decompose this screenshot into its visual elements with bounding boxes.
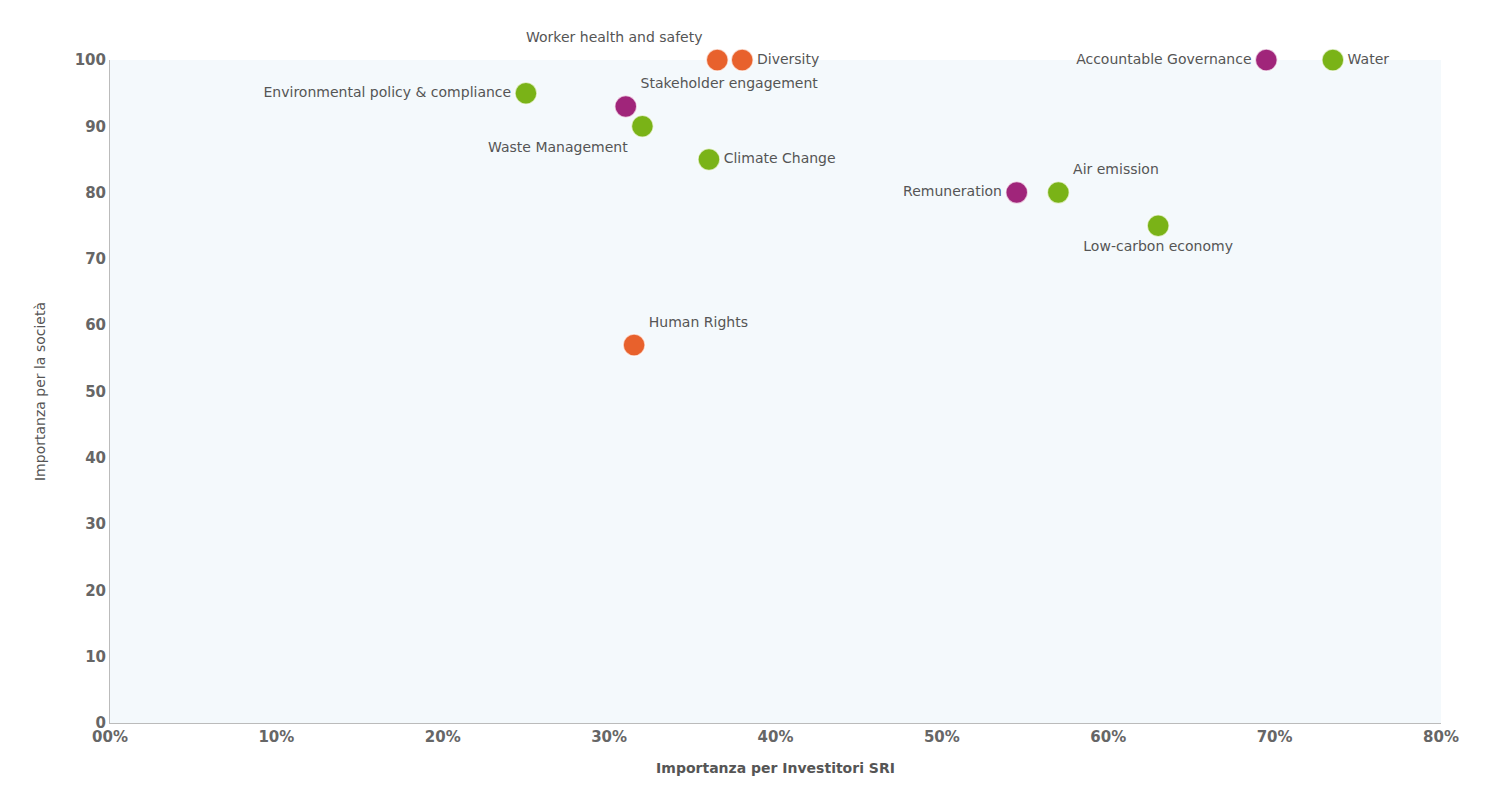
svg-text:50%: 50% — [924, 728, 960, 746]
svg-text:10%: 10% — [258, 728, 294, 746]
svg-text:80%: 80% — [1423, 728, 1459, 746]
svg-text:80: 80 — [85, 184, 106, 202]
svg-text:70%: 70% — [1257, 728, 1293, 746]
svg-text:20%: 20% — [425, 728, 461, 746]
svg-text:100: 100 — [75, 51, 106, 69]
svg-text:Remuneration: Remuneration — [903, 183, 1002, 199]
svg-text:50: 50 — [85, 383, 106, 401]
svg-text:20: 20 — [85, 582, 106, 600]
svg-text:Climate Change: Climate Change — [724, 150, 836, 166]
svg-text:Human Rights: Human Rights — [649, 314, 748, 330]
svg-text:60: 60 — [85, 316, 106, 334]
svg-text:Low-carbon economy: Low-carbon economy — [1083, 238, 1233, 254]
svg-text:0: 0 — [96, 714, 106, 732]
svg-text:40%: 40% — [758, 728, 794, 746]
svg-text:Stakeholder engagement: Stakeholder engagement — [641, 75, 819, 91]
svg-text:70: 70 — [85, 250, 106, 268]
svg-text:30: 30 — [85, 515, 106, 533]
svg-text:30%: 30% — [591, 728, 627, 746]
svg-text:Environmental policy & complia: Environmental policy & compliance — [264, 84, 512, 100]
svg-text:60%: 60% — [1090, 728, 1126, 746]
svg-text:10: 10 — [85, 648, 106, 666]
svg-text:40: 40 — [85, 449, 106, 467]
svg-text:Diversity: Diversity — [757, 51, 819, 67]
svg-text:00%: 00% — [92, 728, 128, 746]
svg-text:Water: Water — [1348, 51, 1390, 67]
svg-text:Air emission: Air emission — [1073, 161, 1159, 177]
svg-text:Accountable Governance: Accountable Governance — [1076, 51, 1251, 67]
svg-text:Importanza per la società: Importanza per la società — [32, 302, 48, 481]
svg-text:Waste Management: Waste Management — [488, 139, 628, 155]
svg-text:Importanza per Investitori SRI: Importanza per Investitori SRI — [656, 760, 895, 776]
svg-text:Worker health and safety: Worker health and safety — [526, 29, 703, 45]
svg-text:90: 90 — [85, 118, 106, 136]
